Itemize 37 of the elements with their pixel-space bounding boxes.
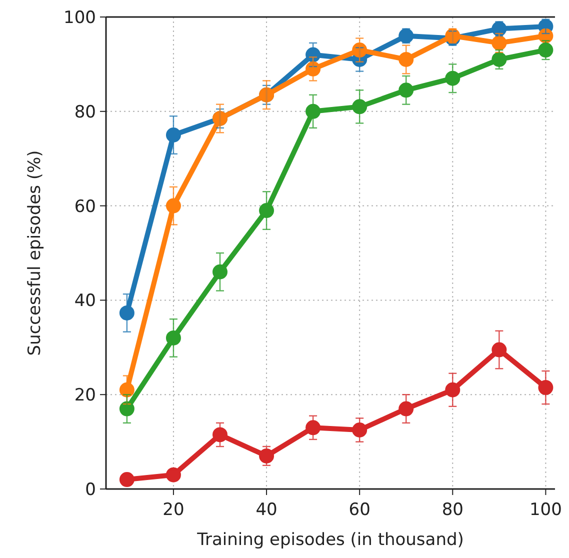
point: [166, 330, 181, 346]
point: [306, 47, 321, 62]
x-tick-label: 20: [162, 500, 184, 520]
point: [398, 401, 414, 416]
point: [119, 401, 134, 416]
point: [445, 70, 460, 86]
x-tick-label: 100: [529, 500, 562, 520]
point: [352, 99, 368, 114]
point: [306, 104, 321, 119]
point: [352, 422, 368, 438]
y-axis-title: Successful episodes (%): [25, 150, 45, 356]
point: [166, 198, 181, 214]
point: [398, 82, 414, 98]
point: [119, 382, 134, 398]
y-tick-label: 60: [74, 196, 96, 217]
y-tick-label: 0: [85, 480, 96, 500]
x-tick-label: 60: [348, 500, 370, 520]
point: [306, 61, 321, 76]
x-tick-label: 80: [442, 500, 464, 520]
point: [259, 448, 274, 464]
y-tick-label: 80: [74, 102, 96, 122]
point: [166, 128, 181, 142]
point: [212, 264, 228, 280]
point: [398, 52, 414, 67]
point: [166, 467, 181, 482]
point: [119, 305, 134, 320]
point: [306, 420, 321, 436]
y-tick-label: 20: [74, 386, 96, 406]
point: [259, 203, 274, 218]
point: [352, 42, 368, 58]
x-tick-label: 40: [256, 500, 278, 520]
x-axis-title: Training episodes (in thousand): [196, 530, 464, 550]
point: [212, 427, 228, 442]
point: [398, 28, 414, 44]
y-tick-label: 100: [64, 8, 96, 28]
point: [445, 382, 460, 398]
y-tick-label: 40: [74, 291, 96, 312]
